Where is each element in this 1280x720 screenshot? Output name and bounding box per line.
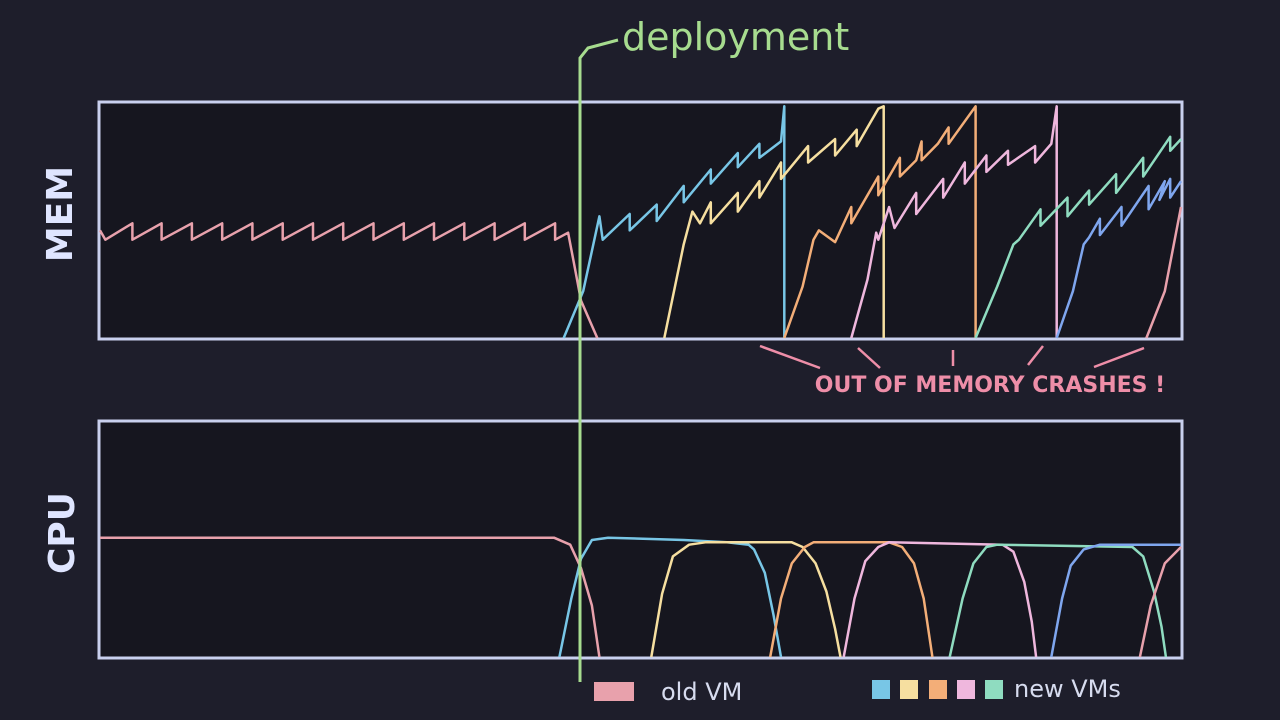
legend-swatch-new-vm-4 [957, 680, 975, 699]
cpu-series-line-3 [650, 541, 842, 658]
mem-series-line-5 [850, 105, 1058, 339]
crash-pointer-2 [857, 347, 881, 369]
legend-swatch-new-vm-3 [929, 680, 947, 699]
legend-swatch-new-vm-1 [872, 680, 890, 699]
crash-pointer-4 [1027, 345, 1044, 366]
legend-swatch-new-vm-2 [900, 680, 918, 699]
cpu-series-line-8 [1138, 546, 1182, 658]
legend-swatch-new-vm-5 [985, 680, 1003, 699]
cpu-series-line-1 [100, 536, 601, 658]
mem-axis-label: MEM [40, 166, 81, 262]
deployment-marker-line [578, 38, 619, 682]
mem-series-line-8 [1145, 206, 1183, 339]
mem-series-line-6 [974, 135, 1182, 339]
legend-label-new-vms: new VMs [1014, 675, 1121, 703]
mem-series-line-4 [783, 105, 977, 339]
cpu-series-line-4 [768, 541, 934, 658]
crash-pointer-1 [759, 344, 821, 370]
cpu-series-line-6 [948, 543, 1168, 658]
crash-pointers [759, 344, 1145, 370]
mem-series-group [98, 105, 1183, 339]
mem-series-line-3 [663, 105, 885, 339]
crash-pointer-5 [1093, 346, 1145, 369]
cpu-axis-label: CPU [42, 492, 83, 574]
mem-series-line-2 [562, 105, 786, 339]
deployment-label: deployment [622, 15, 849, 59]
cpu-series-line-5 [842, 541, 1038, 658]
cpu-series-line-7 [1050, 543, 1181, 658]
mem-series-line-7 [1055, 177, 1183, 339]
legend-label-old-vm: old VM [661, 678, 742, 706]
crash-annotation: OUT OF MEMORY CRASHES ! [815, 373, 1165, 398]
legend-swatch-old-vm [594, 682, 634, 701]
mem-series-line-1 [98, 222, 599, 339]
cpu-series-group [100, 536, 1182, 658]
